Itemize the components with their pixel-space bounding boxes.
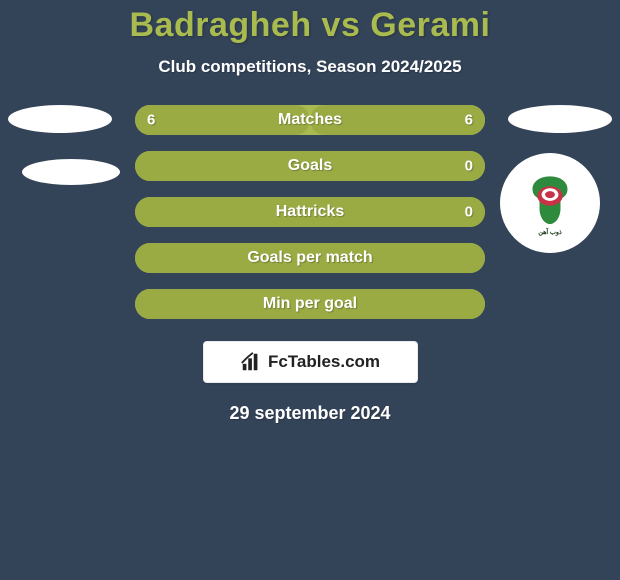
right-club-logo: ذوب آهن [500, 153, 600, 253]
row-label: Goals per match [247, 249, 372, 267]
comparison-row: Matches 6 6 [135, 105, 485, 135]
comparison-row: Goals 0 [135, 151, 485, 181]
row-label: Min per goal [263, 295, 357, 313]
comparison-infographic: Badragheh vs Gerami Club competitions, S… [0, 0, 620, 580]
row-label: Goals [288, 157, 332, 175]
date-label: 29 september 2024 [0, 403, 620, 424]
bar-chart-icon [240, 351, 262, 373]
right-player-badge-1 [508, 105, 612, 133]
comparison-row: Min per goal [135, 289, 485, 319]
subtitle: Club competitions, Season 2024/2025 [0, 57, 620, 77]
row-value-right: 6 [465, 112, 473, 129]
row-value-right: 0 [465, 204, 473, 221]
row-value-left: 6 [147, 112, 155, 129]
row-label: Hattricks [276, 203, 344, 221]
branding-text: FcTables.com [268, 352, 380, 372]
comparison-row: Goals per match [135, 243, 485, 273]
chart-area: ذوب آهن Matches 6 6 Goals 0 Hattricks 0 Goals p… [0, 105, 620, 319]
row-value-right: 0 [465, 158, 473, 175]
left-player-badge-1 [8, 105, 112, 133]
page-title: Badragheh vs Gerami [0, 0, 620, 45]
left-player-badge-2 [22, 159, 120, 185]
comparison-row: Hattricks 0 [135, 197, 485, 227]
svg-text:ذوب آهن: ذوب آهن [538, 228, 562, 236]
branding-box: FcTables.com [203, 341, 418, 383]
zob-ahan-logo-icon: ذوب آهن [515, 168, 585, 238]
comparison-rows: Matches 6 6 Goals 0 Hattricks 0 Goals per match… [135, 105, 485, 319]
row-label: Matches [278, 111, 342, 129]
